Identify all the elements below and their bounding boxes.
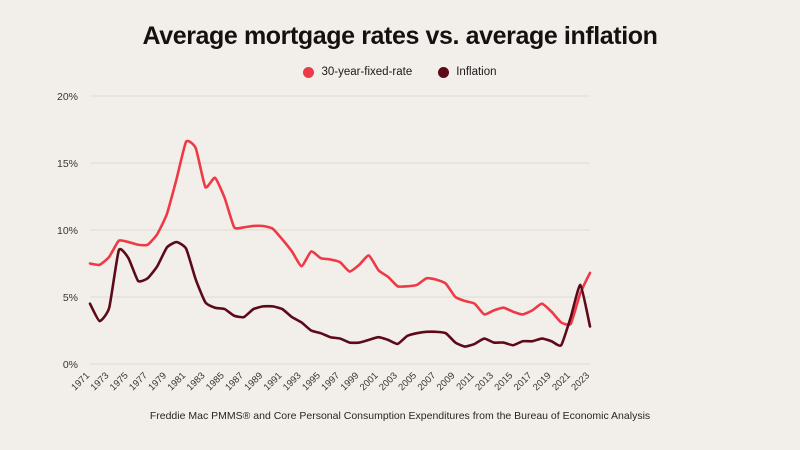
legend-item-inflation[interactable]: Inflation [438,66,497,78]
page-title: Average mortgage rates vs. average infla… [142,22,658,50]
y-axis-tick-label: 10% [57,225,78,237]
x-axis-tick-label: 2015 [492,370,515,393]
chart-source-caption: Freddie Mac PMMS® and Core Personal Cons… [149,410,651,422]
x-axis-tick-label: 2023 [569,370,592,393]
x-axis-tick-label: 2021 [550,370,573,393]
x-axis-tick-label: 2005 [396,370,419,393]
x-axis-tick-label: 1993 [281,370,304,393]
x-axis-tick-label: 2013 [473,370,496,393]
x-axis-tick-label: 2001 [358,370,381,393]
y-axis-tick-label: 0% [63,359,78,371]
x-axis-tick-label: 1997 [319,370,342,393]
x-axis-tick-label: 2019 [531,370,554,393]
x-axis-tick-label: 1999 [339,370,362,393]
y-axis-tick-label: 15% [57,158,78,170]
x-axis-tick-label: 1991 [262,370,285,393]
x-axis-tick-label: 1975 [108,370,131,393]
legend-swatch-mortgage-icon [303,66,315,78]
series-line-mortgage [88,139,592,327]
x-axis-tick-label: 1987 [223,370,246,393]
chart-legend: 30-year-fixed-rate Inflation [0,66,800,78]
legend-swatch-inflation-icon [438,66,450,78]
x-axis-tick-label: 1981 [166,370,189,393]
x-axis-tick-label: 1973 [89,370,112,393]
x-axis-tick-label: 1983 [185,370,208,393]
x-axis-tick-label: 1985 [204,370,227,393]
y-axis-tick-label: 20% [57,91,78,103]
x-axis-tick-label: 1995 [300,370,323,393]
series-line-inflation [88,240,592,348]
legend-item-mortgage[interactable]: 30-year-fixed-rate [303,66,412,78]
legend-label-inflation: Inflation [456,66,497,78]
legend-label-mortgage: 30-year-fixed-rate [321,66,413,78]
x-axis-tick-label: 1989 [242,370,265,393]
x-axis-tick-label: 2007 [416,370,439,393]
x-axis-tick-label: 1979 [146,370,169,393]
x-axis-tick-label: 1971 [69,370,92,393]
x-axis-tick-label: 2003 [377,370,400,393]
x-axis-tick-label: 2011 [455,370,477,392]
y-axis-tick-label: 5% [63,292,78,304]
x-axis-tick-label: 2017 [512,370,535,393]
x-axis-tick-label: 1977 [127,370,150,393]
x-axis-tick-label: 2009 [435,370,458,393]
